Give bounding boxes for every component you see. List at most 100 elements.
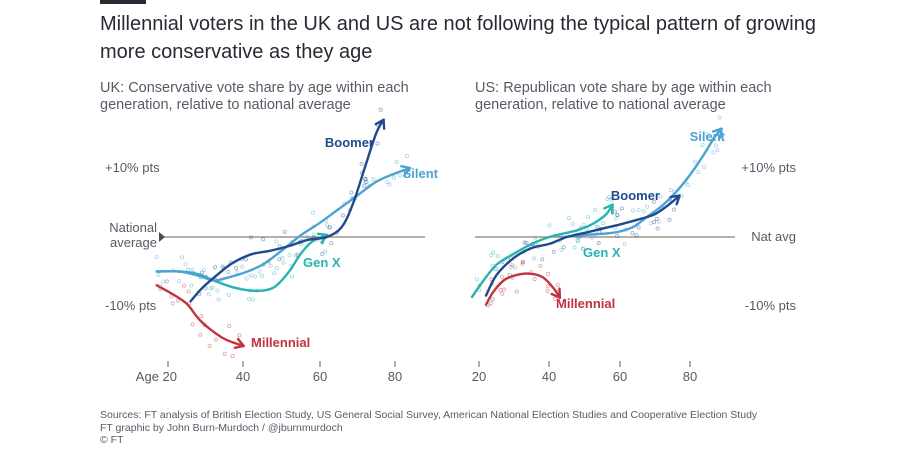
us-dot-gen-x (607, 195, 612, 200)
us-dot-millennial (545, 288, 550, 293)
us-dot-silent (686, 182, 691, 187)
us-dot-silent (705, 132, 710, 137)
uk-dot-silent (387, 182, 392, 187)
us-dot-silent (702, 164, 707, 169)
uk-dot-millennial (213, 337, 218, 342)
us-dot-silent (594, 224, 599, 229)
uk-dot-gen-x (274, 266, 279, 271)
us-dot-millennial (552, 296, 557, 301)
uk-dot-silent (398, 173, 403, 178)
uk-dot-millennial (198, 332, 203, 337)
us-dot-boomer (634, 233, 639, 238)
us-arrow-millennial (550, 287, 562, 299)
uk-dot-boomer (340, 213, 345, 218)
copyright: © FT (100, 434, 124, 446)
uk-arrow-boomer (374, 118, 386, 130)
uk-dot-silent (385, 180, 390, 185)
us-line-boomer (484, 194, 681, 297)
uk-dot-gen-x (250, 297, 255, 302)
us-dot-gen-x (489, 253, 494, 258)
us-dot-silent (692, 159, 697, 164)
us-dot-boomer (612, 209, 617, 214)
uk-dot-millennial (237, 333, 242, 338)
us-dot-silent (570, 221, 575, 226)
us-line-millennial (484, 272, 562, 306)
us-dot-silent (657, 219, 662, 224)
us-line-silent (562, 127, 723, 239)
us-dot-boomer (667, 217, 672, 222)
uk-label-silent: Silent (403, 166, 439, 181)
uk-dot-gen-x (177, 279, 182, 284)
uk-dot-gen-x (215, 288, 220, 293)
us-x-label-3: 80 (683, 369, 697, 384)
us-dot-gen-x (605, 197, 610, 202)
uk-dot-silent (310, 210, 315, 215)
uk-dot-gen-x (323, 249, 328, 254)
us-dot-boomer (651, 199, 656, 204)
uk-dot-boomer (248, 235, 253, 240)
uk-dot-gen-x (156, 272, 161, 277)
us-dot-millennial (545, 284, 550, 289)
us-dot-gen-x (508, 265, 513, 270)
uk-dot-boomer (363, 176, 368, 181)
uk-dot-gen-x (179, 255, 184, 260)
us-label-boomer: Boomer (611, 188, 660, 203)
us-dot-millennial (514, 289, 519, 294)
uk-dot-boomer (375, 141, 380, 146)
uk-dot-gen-x (247, 296, 252, 301)
uk-dot-boomer (363, 177, 368, 182)
us-dot-millennial (498, 287, 503, 292)
us-dot-boomer (652, 220, 657, 225)
uk-line-boomer (189, 118, 385, 303)
uk-dot-silent (327, 225, 332, 230)
us-dot-silent (711, 150, 716, 155)
uk-dot-millennial (230, 354, 235, 359)
uk-dot-silent (183, 262, 188, 267)
uk-dot-silent (274, 239, 279, 244)
us-dot-boomer (551, 249, 556, 254)
us-dot-gen-x (520, 259, 525, 264)
us-dot-silent (581, 222, 586, 227)
uk-dot-gen-x (226, 292, 231, 297)
uk-dot-silent (305, 234, 310, 239)
us-arrow-gen-x (603, 203, 614, 215)
us-x-label-0: 20 (472, 369, 486, 384)
us-label-silent: Silent (690, 129, 726, 144)
us-dot-silent (648, 221, 653, 226)
us-dot-gen-x (609, 197, 614, 202)
us-dot-gen-x (495, 254, 500, 259)
uk-dot-gen-x (290, 274, 295, 279)
us-dot-gen-x (559, 247, 564, 252)
us-y-label-2: -10% pts (745, 298, 797, 313)
uk-label-gen-x: Gen X (303, 255, 341, 270)
us-arrow-boomer (669, 194, 681, 206)
uk-arrow-millennial (233, 337, 245, 349)
uk-dot-millennial (182, 283, 187, 288)
us-dot-silent (622, 242, 627, 247)
uk-dot-silent (325, 223, 330, 228)
uk-dot-silent (268, 263, 273, 268)
uk-dot-boomer (363, 179, 368, 184)
uk-label-millennial: Millennial (251, 335, 310, 350)
uk-dot-millennial (164, 279, 169, 284)
uk-line-millennial (155, 284, 245, 348)
us-dot-boomer (596, 241, 601, 246)
us-dot-gen-x (531, 256, 536, 261)
uk-dot-gen-x (311, 232, 316, 237)
uk-dot-silent (240, 264, 245, 269)
us-dot-silent (715, 148, 720, 153)
uk-dot-millennial (170, 301, 175, 306)
us-dot-silent (645, 204, 650, 209)
us-y-label-0: +10% pts (741, 160, 796, 175)
uk-dot-boomer (327, 225, 332, 230)
uk-dot-boomer (282, 229, 287, 234)
uk-dot-gen-x (260, 273, 265, 278)
us-dot-boomer (615, 213, 620, 218)
uk-dot-gen-x (216, 297, 221, 302)
uk-dot-boomer (362, 183, 367, 188)
us-dot-millennial (520, 261, 525, 266)
us-dot-gen-x (572, 245, 577, 250)
us-dot-millennial (502, 287, 507, 292)
uk-dot-silent (201, 268, 206, 273)
us-dot-millennial (532, 277, 537, 282)
